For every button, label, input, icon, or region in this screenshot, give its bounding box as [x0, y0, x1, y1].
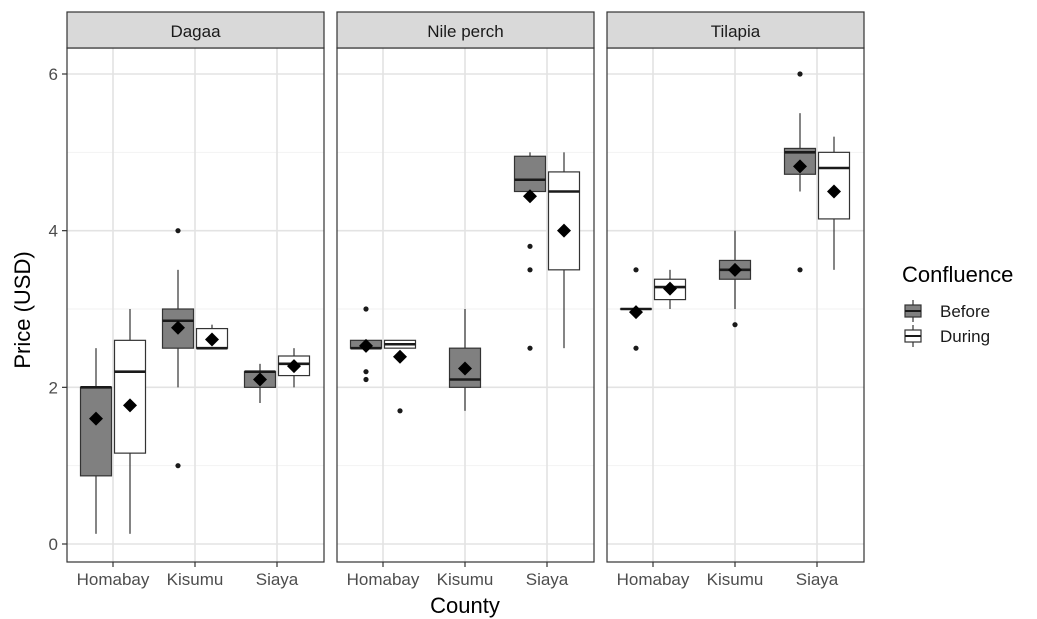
mean-marker	[663, 281, 677, 296]
box-kisumu-before	[718, 230, 752, 328]
mean-marker	[629, 305, 643, 320]
outlier-point	[732, 322, 738, 328]
box-body	[113, 339, 147, 454]
outlier-point	[363, 376, 369, 383]
box-kisumu-during	[195, 324, 229, 350]
outlier-point	[363, 306, 369, 312]
mean-marker	[287, 359, 301, 374]
facet-strip	[66, 11, 325, 49]
x-tick-label: Kisumu	[437, 570, 494, 589]
mean-marker	[393, 349, 407, 364]
box-homabay-before	[619, 267, 653, 351]
facet-panel-nile-perch: Nile perch Homabay Kisumu Siaya	[336, 11, 595, 589]
facet-strip-label: Tilapia	[711, 22, 761, 41]
box-body	[79, 386, 113, 477]
legend-title: Confluence	[902, 262, 1013, 287]
box-siaya-during	[277, 348, 311, 388]
x-axis-title: County	[430, 593, 500, 618]
facet-strip-label: Dagaa	[170, 22, 221, 41]
outlier-point	[363, 369, 369, 375]
outlier-point	[527, 267, 533, 273]
box-homabay-during	[113, 309, 147, 534]
mean-marker	[205, 332, 219, 347]
facet-panel-tilapia: Tilapia Homabay Kisumu Siaya	[606, 11, 865, 589]
x-tick-label: Siaya	[256, 570, 299, 589]
box-homabay-before	[79, 348, 113, 534]
mean-marker	[557, 223, 571, 238]
x-tick-label: Homabay	[617, 570, 690, 589]
y-axis-title: Price (USD)	[10, 251, 35, 368]
x-tick-label: Homabay	[347, 570, 420, 589]
mean-marker	[359, 338, 373, 353]
y-tick-label: 2	[49, 378, 58, 397]
box-kisumu-before	[161, 228, 195, 469]
facet-panels: Dagaa Homabay Kisumu Siaya Nile perch Homabay…	[66, 11, 865, 589]
facet-strip	[606, 11, 865, 49]
y-tick-label: 4	[49, 222, 58, 241]
outlier-point	[797, 71, 803, 77]
box-siaya-before	[513, 152, 547, 351]
x-tick-label: Homabay	[77, 570, 150, 589]
box-body	[513, 155, 547, 193]
facet-panel-dagaa: Dagaa Homabay Kisumu Siaya	[66, 11, 325, 589]
box-homabay-before	[349, 306, 383, 383]
facet-strip-label: Nile perch	[427, 22, 504, 41]
x-tick-label: Kisumu	[707, 570, 764, 589]
facet-strip	[336, 11, 595, 49]
outlier-point	[633, 345, 639, 351]
outlier-point	[527, 243, 533, 249]
mean-marker	[89, 411, 103, 426]
mean-marker	[123, 398, 137, 413]
mean-marker	[827, 184, 841, 199]
y-tick-label: 6	[49, 65, 58, 84]
mean-marker	[793, 159, 807, 174]
outlier-point	[797, 267, 803, 273]
legend-key-during: During	[904, 325, 990, 347]
mean-marker	[728, 262, 742, 277]
y-axis: 0 2 4 6	[49, 65, 67, 554]
mean-marker	[171, 320, 185, 335]
outlier-point	[397, 408, 403, 414]
outlier-point	[527, 345, 533, 351]
legend-key-before: Before	[904, 300, 990, 322]
x-tick-label: Siaya	[796, 570, 839, 589]
box-kisumu-before	[448, 309, 482, 411]
legend-label: During	[940, 327, 990, 346]
outlier-point	[633, 267, 639, 273]
x-tick-label: Siaya	[526, 570, 569, 589]
mean-marker	[523, 189, 537, 204]
outlier-point	[175, 463, 181, 469]
x-tick-label: Kisumu	[167, 570, 224, 589]
box-siaya-before	[243, 363, 277, 403]
box-body	[547, 171, 581, 271]
box-siaya-during	[547, 152, 581, 349]
y-tick-label: 0	[49, 535, 58, 554]
mean-marker	[253, 372, 267, 387]
outlier-point	[175, 228, 181, 234]
box-homabay-during	[383, 339, 417, 414]
mean-marker	[458, 361, 472, 376]
legend-label: Before	[940, 302, 990, 321]
legend: Confluence Before During	[902, 262, 1013, 347]
box-siaya-before	[783, 71, 817, 273]
box-homabay-during	[653, 269, 687, 309]
box-siaya-during	[817, 136, 851, 270]
